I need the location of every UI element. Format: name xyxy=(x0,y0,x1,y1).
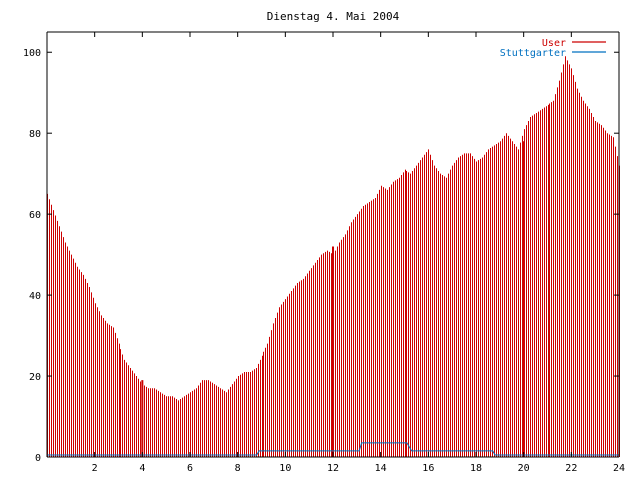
legend-user-label: User xyxy=(542,38,566,49)
x-tick-label: 20 xyxy=(518,463,530,474)
x-tick-label: 12 xyxy=(327,463,339,474)
legend: User Stuttgarter xyxy=(500,38,606,59)
x-tick-label: 18 xyxy=(470,463,482,474)
y-tick-label: 80 xyxy=(29,129,41,140)
x-tick-label: 2 xyxy=(92,463,98,474)
x-tick-label: 10 xyxy=(279,463,291,474)
chart-title: Dienstag 4. Mai 2004 xyxy=(267,10,400,23)
x-tick-label: 16 xyxy=(422,463,434,474)
x-tick-label: 14 xyxy=(375,463,387,474)
y-tick-label: 0 xyxy=(35,453,41,464)
y-tick-label: 40 xyxy=(29,291,41,302)
legend-stuttgarter-label: Stuttgarter xyxy=(500,48,566,59)
x-tick-label: 4 xyxy=(139,463,145,474)
y-tick-label: 60 xyxy=(29,210,41,221)
y-tick-label: 100 xyxy=(23,48,41,59)
x-tick-label: 22 xyxy=(565,463,577,474)
x-tick-label: 24 xyxy=(613,463,625,474)
impulse-layer xyxy=(141,141,525,457)
y-tick-label: 20 xyxy=(29,372,41,383)
x-tick-label: 6 xyxy=(187,463,193,474)
stuttgarter-line xyxy=(47,442,619,456)
line-layer xyxy=(47,442,619,456)
x-tick-label: 8 xyxy=(235,463,241,474)
bars-layer xyxy=(47,56,620,457)
